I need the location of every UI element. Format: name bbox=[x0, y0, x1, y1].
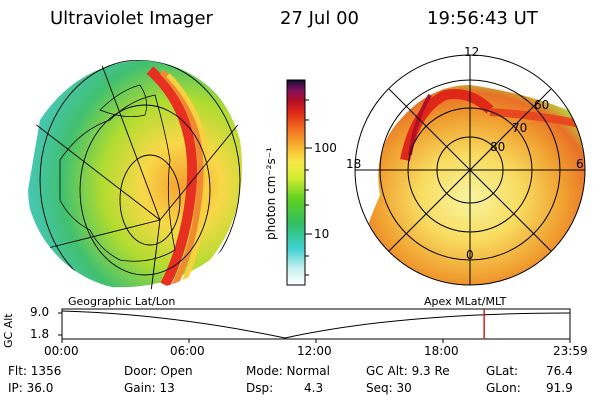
geographic-caption: Geographic Lat/Lon bbox=[68, 295, 176, 308]
geographic-image bbox=[25, 60, 249, 290]
apex-caption: Apex MLat/MLT bbox=[424, 295, 507, 308]
mlat-label-80: 80 bbox=[490, 140, 506, 154]
dsp-value: 4.3 bbox=[304, 381, 324, 395]
observation-time: 19:56:43 UT bbox=[427, 8, 538, 29]
mode-status: Mode: Normal bbox=[246, 364, 330, 378]
altitude-frame bbox=[61, 308, 571, 340]
mlt-label-6: 6 bbox=[576, 157, 584, 171]
mlat-label-70: 70 bbox=[512, 121, 528, 135]
glon-label: GLon: bbox=[486, 381, 521, 395]
gain-value: Gain: 13 bbox=[124, 381, 175, 395]
polar-image bbox=[354, 54, 586, 286]
altitude-tick-low: 1.8 bbox=[30, 327, 50, 341]
time-tick-1800: 18:00 bbox=[424, 344, 459, 358]
door-status: Door: Open bbox=[124, 364, 193, 378]
glat-label: GLat: bbox=[486, 364, 519, 378]
altitude-tick-high: 9.0 bbox=[30, 305, 50, 319]
colorbar bbox=[286, 79, 312, 286]
glon-value: 91.9 bbox=[546, 381, 573, 395]
dsp-label: Dsp: bbox=[246, 381, 274, 395]
time-tick-1200: 12:00 bbox=[297, 344, 332, 358]
mlt-label-12: 12 bbox=[464, 45, 480, 59]
gc-altitude: GC Alt: 9.3 Re bbox=[366, 364, 450, 378]
flight-number: Flt: 1356 bbox=[8, 364, 62, 378]
time-tick-0600: 06:00 bbox=[170, 344, 205, 358]
ip-value: IP: 36.0 bbox=[8, 381, 54, 395]
altitude-strip bbox=[58, 308, 571, 343]
colorbar-unit-label: photon cm⁻²s⁻¹ bbox=[264, 147, 278, 240]
instrument-title: Ultraviolet Imager bbox=[50, 8, 213, 29]
altitude-curve bbox=[61, 310, 571, 339]
colorbar-tick-100: 100 bbox=[314, 141, 337, 155]
glat-value: 76.4 bbox=[546, 364, 573, 378]
mlat-label-60: 60 bbox=[534, 98, 550, 112]
colorbar-tick-10: 10 bbox=[314, 227, 330, 241]
time-tick-2359: 23:59 bbox=[553, 344, 588, 358]
mlt-label-18: 18 bbox=[346, 157, 362, 171]
sequence-number: Seq: 30 bbox=[366, 381, 412, 395]
mlt-label-0: 0 bbox=[466, 248, 474, 262]
altitude-axis-label: GC Alt bbox=[2, 313, 15, 348]
time-tick-0000: 00:00 bbox=[44, 344, 79, 358]
colorbar-scale bbox=[286, 79, 306, 286]
observation-date: 27 Jul 00 bbox=[280, 8, 359, 29]
